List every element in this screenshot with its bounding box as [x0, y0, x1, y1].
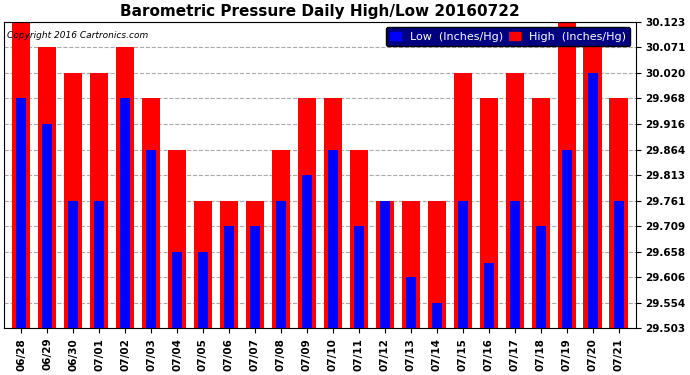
Bar	[16, 98, 26, 328]
Title: Barometric Pressure Daily High/Low 20160722: Barometric Pressure Daily High/Low 20160…	[120, 4, 520, 19]
Text: Copyright 2016 Cartronics.com: Copyright 2016 Cartronics.com	[8, 31, 148, 40]
Bar	[406, 277, 416, 328]
Bar	[510, 201, 520, 328]
Bar	[94, 201, 104, 328]
Bar	[562, 150, 572, 328]
Bar	[328, 150, 338, 328]
Bar	[432, 303, 442, 328]
Bar	[375, 201, 394, 328]
Bar	[116, 47, 135, 328]
Bar	[531, 98, 550, 328]
Bar	[584, 47, 602, 328]
Bar	[614, 201, 624, 328]
Bar	[90, 73, 108, 328]
Bar	[12, 22, 30, 328]
Bar	[588, 73, 598, 328]
Bar	[428, 201, 446, 328]
Bar	[609, 98, 628, 328]
Bar	[246, 201, 264, 328]
Legend: Low  (Inches/Hg), High  (Inches/Hg): Low (Inches/Hg), High (Inches/Hg)	[386, 27, 630, 46]
Bar	[141, 98, 160, 328]
Bar	[172, 252, 182, 328]
Bar	[453, 73, 472, 328]
Bar	[276, 201, 286, 328]
Bar	[272, 150, 290, 328]
Bar	[63, 73, 82, 328]
Bar	[324, 98, 342, 328]
Bar	[380, 201, 390, 328]
Bar	[458, 201, 468, 328]
Bar	[536, 226, 546, 328]
Bar	[297, 98, 316, 328]
Bar	[558, 22, 576, 328]
Bar	[506, 73, 524, 328]
Bar	[219, 201, 238, 328]
Bar	[354, 226, 364, 328]
Bar	[250, 226, 260, 328]
Bar	[402, 201, 420, 328]
Bar	[302, 175, 312, 328]
Bar	[198, 252, 208, 328]
Bar	[224, 226, 234, 328]
Bar	[484, 263, 494, 328]
Bar	[68, 201, 78, 328]
Bar	[168, 150, 186, 328]
Bar	[38, 47, 57, 328]
Bar	[194, 201, 213, 328]
Bar	[42, 124, 52, 328]
Bar	[120, 98, 130, 328]
Bar	[480, 98, 498, 328]
Bar	[350, 150, 368, 328]
Bar	[146, 150, 156, 328]
